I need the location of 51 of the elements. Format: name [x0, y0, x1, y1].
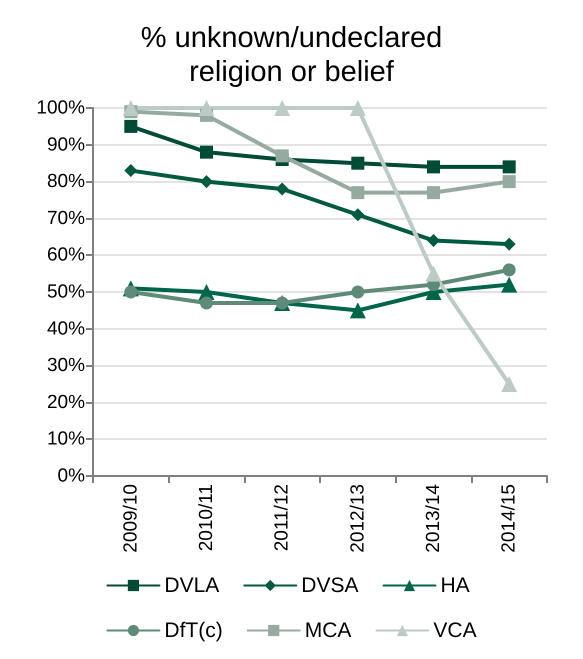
y-tick-label: 50%	[46, 282, 86, 302]
point	[351, 186, 364, 200]
x-tick-label: 2010/11	[196, 484, 217, 552]
y-tick-label: 70%	[46, 208, 86, 229]
point	[427, 186, 440, 200]
point	[274, 100, 290, 116]
point	[501, 276, 518, 293]
point	[351, 156, 364, 170]
y-tick-label: 0%	[58, 466, 86, 486]
x-tick-label: 2011/12	[272, 484, 293, 552]
point	[502, 263, 516, 276]
chart-title: % unknown/undeclared religion or belief	[140, 22, 442, 88]
y-tick-label: 30%	[46, 355, 86, 376]
y-tick-label: 40%	[46, 318, 86, 340]
y-tick-label: 60%	[46, 244, 86, 266]
legend-label: DfT(c)	[164, 619, 223, 642]
point	[124, 286, 138, 298]
legend-label: MCA	[304, 619, 352, 642]
point	[427, 160, 440, 174]
legend-label: HA	[440, 574, 470, 597]
point	[351, 286, 364, 298]
point	[276, 182, 289, 196]
point	[426, 266, 442, 282]
x-tick-label: 2014/15	[498, 484, 520, 553]
y-tick-label: 80%	[46, 171, 86, 192]
point	[351, 208, 364, 222]
legend-label: VCA	[433, 619, 477, 642]
point	[198, 100, 214, 116]
x-tick-label: 2012/13	[347, 484, 368, 553]
point	[427, 234, 440, 247]
point	[276, 149, 289, 162]
point	[350, 302, 366, 318]
x-tick-label: 2009/10	[120, 484, 142, 553]
y-tick-label: 90%	[46, 134, 86, 156]
legend-label: DVSA	[301, 574, 358, 597]
point	[200, 175, 213, 188]
y-tick-label: 20%	[46, 392, 86, 413]
point	[200, 146, 213, 159]
point	[122, 100, 139, 116]
point	[502, 175, 516, 188]
point	[200, 296, 213, 310]
point	[502, 160, 516, 174]
y-tick-label: 10%	[46, 428, 86, 450]
point	[502, 238, 516, 251]
legend-label: DVLA	[164, 574, 220, 597]
point	[350, 100, 366, 116]
x-tick-label: 2013/14	[423, 484, 444, 553]
y-tick-label: 100%	[36, 98, 86, 118]
point	[501, 376, 518, 392]
point	[124, 164, 138, 178]
point	[124, 120, 138, 133]
